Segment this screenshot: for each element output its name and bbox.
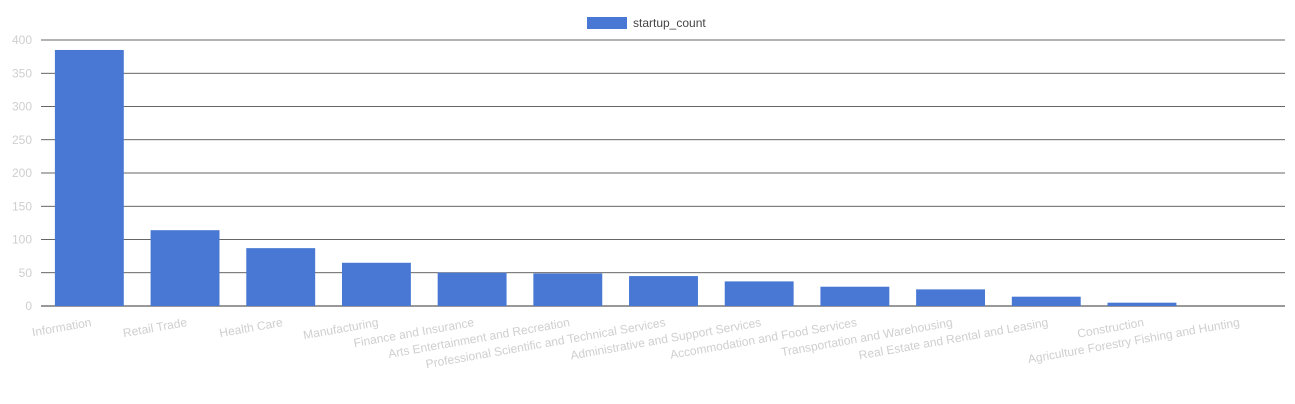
x-category-label: Retail Trade: [122, 315, 188, 340]
y-tick-label: 0: [25, 299, 32, 313]
bar[interactable]: [341, 262, 411, 306]
gridlines: [41, 39, 1285, 307]
x-category-label: Health Care: [218, 315, 284, 340]
y-tick-label: 300: [12, 100, 32, 114]
bar[interactable]: [54, 49, 124, 306]
bar[interactable]: [1011, 296, 1081, 306]
legend: startup_count: [587, 16, 706, 30]
y-tick-label: 100: [12, 233, 32, 247]
x-axis-categories: Information Retail Trade Health Care Manufa…: [31, 315, 1241, 371]
bar[interactable]: [533, 273, 603, 306]
bar[interactable]: [629, 276, 698, 306]
bar[interactable]: [246, 248, 316, 306]
bar[interactable]: [916, 289, 986, 306]
bar[interactable]: [724, 281, 794, 306]
x-category-label: Information: [31, 315, 93, 339]
y-tick-label: 200: [12, 166, 32, 180]
bars: [54, 49, 1177, 306]
bar[interactable]: [437, 272, 507, 306]
bar[interactable]: [1107, 302, 1177, 306]
y-tick-label: 250: [12, 133, 32, 147]
y-tick-label: 350: [12, 66, 32, 80]
legend-swatch: [587, 17, 627, 29]
y-axis-ticks: 0 50 100 150 200 250 300 350 400: [12, 33, 32, 313]
bar[interactable]: [150, 230, 220, 306]
legend-label: startup_count: [633, 16, 706, 30]
y-tick-label: 150: [12, 199, 32, 213]
bar[interactable]: [820, 286, 890, 306]
y-tick-label: 400: [12, 33, 32, 47]
y-tick-label: 50: [19, 266, 33, 280]
